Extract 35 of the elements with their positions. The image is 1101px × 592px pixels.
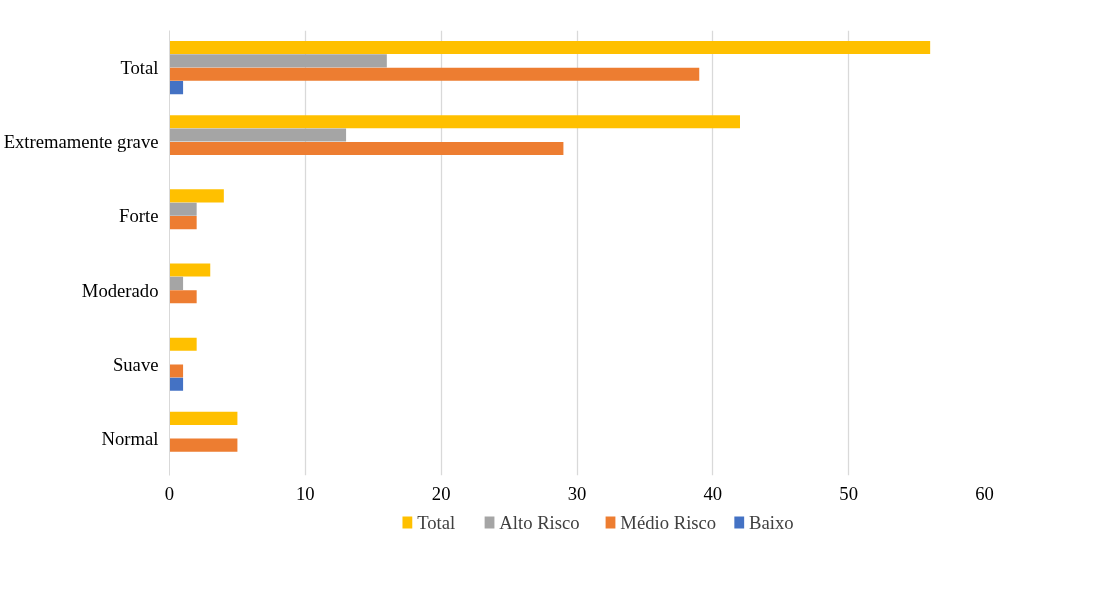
bar (169, 202, 197, 216)
bar (169, 141, 564, 155)
bar (169, 364, 184, 378)
bar (169, 411, 238, 425)
x-tick-label: 20 (431, 482, 451, 504)
x-tick-label: 0 (164, 482, 175, 504)
legend-label: Total (417, 512, 456, 533)
bar (169, 377, 184, 391)
x-tick-label: 40 (703, 482, 723, 504)
y-tick-label: Extremamente grave (3, 131, 159, 153)
bar (169, 216, 197, 230)
bar (169, 438, 238, 452)
x-tick-label: 10 (296, 482, 315, 504)
bar (169, 67, 700, 81)
y-tick-label: Moderado (81, 279, 159, 301)
y-tick-label: Forte (119, 205, 159, 227)
y-tick-label: Normal (101, 427, 159, 449)
bar (169, 263, 211, 277)
bar (169, 115, 740, 129)
y-tick-label: Total (120, 57, 159, 79)
x-tick-label: 50 (839, 482, 858, 504)
bar (169, 41, 931, 55)
bar (169, 189, 224, 203)
bar (169, 290, 197, 304)
bar (169, 81, 184, 95)
bar (169, 337, 197, 351)
x-tick-label: 60 (975, 482, 994, 504)
bar (169, 54, 387, 68)
legend-label: Médio Risco (620, 512, 717, 533)
x-tick-label: 30 (567, 482, 587, 504)
bar (169, 276, 184, 290)
legend-label: Alto Risco (499, 512, 580, 533)
legend-label: Baixo (749, 512, 794, 533)
y-tick-label: Suave (112, 353, 159, 375)
bar (169, 128, 347, 142)
